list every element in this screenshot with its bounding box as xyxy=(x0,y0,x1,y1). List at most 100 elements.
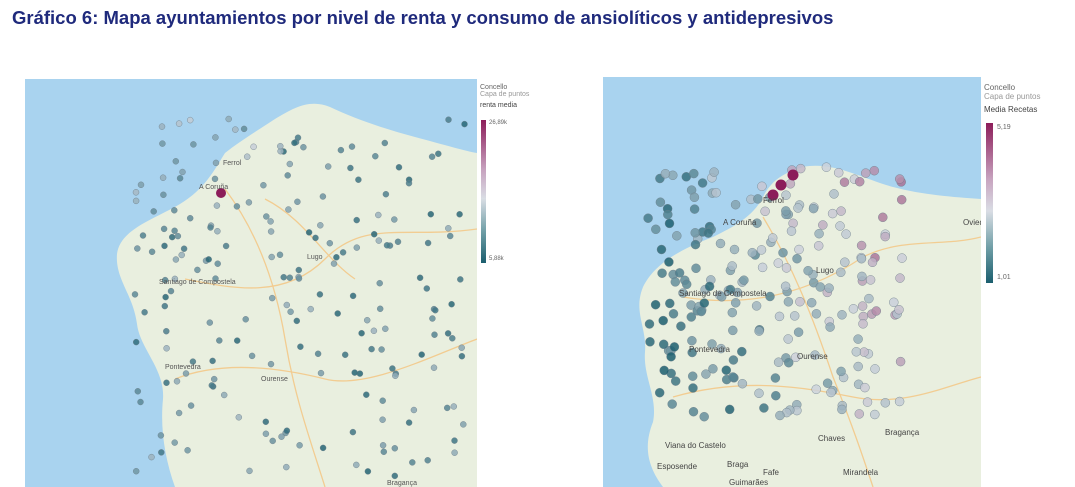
municipality-dot[interactable] xyxy=(159,140,166,147)
municipality-dot[interactable] xyxy=(242,316,249,323)
municipality-dot[interactable] xyxy=(186,214,194,222)
municipality-dot[interactable] xyxy=(171,439,178,446)
municipality-dot[interactable] xyxy=(889,297,899,308)
municipality-dot[interactable] xyxy=(664,218,675,229)
municipality-dot[interactable] xyxy=(171,275,179,283)
municipality-dot[interactable] xyxy=(737,346,747,357)
municipality-dot[interactable] xyxy=(716,343,726,354)
municipality-dot[interactable] xyxy=(451,437,458,444)
municipality-dot[interactable] xyxy=(209,357,216,365)
municipality-dot[interactable] xyxy=(355,176,362,183)
municipality-dot[interactable] xyxy=(286,160,293,168)
municipality-dot[interactable] xyxy=(771,391,781,401)
municipality-dot[interactable] xyxy=(689,192,700,203)
municipality-dot[interactable] xyxy=(293,317,300,325)
municipality-dot[interactable] xyxy=(865,275,876,285)
municipality-dot[interactable] xyxy=(240,125,248,133)
municipality-dot[interactable] xyxy=(339,249,347,256)
municipality-dot[interactable] xyxy=(759,403,769,413)
municipality-dot[interactable] xyxy=(836,366,846,377)
municipality-dot[interactable] xyxy=(382,190,390,198)
municipality-dot[interactable] xyxy=(781,263,792,273)
municipality-dot[interactable] xyxy=(773,258,784,268)
municipality-dot[interactable] xyxy=(285,206,292,213)
municipality-dot[interactable] xyxy=(314,350,322,357)
municipality-dot[interactable] xyxy=(194,266,201,274)
municipality-dot[interactable] xyxy=(379,397,386,404)
municipality-dot[interactable] xyxy=(286,274,293,281)
municipality-dot[interactable] xyxy=(235,414,243,421)
municipality-dot[interactable] xyxy=(773,357,784,367)
municipality-dot[interactable] xyxy=(348,143,356,150)
municipality-dot[interactable] xyxy=(643,213,653,223)
municipality-dot[interactable] xyxy=(688,407,699,417)
municipality-dot[interactable] xyxy=(432,306,439,314)
municipality-dot[interactable] xyxy=(870,364,880,374)
municipality-dot[interactable] xyxy=(163,345,170,352)
municipality-dot[interactable] xyxy=(697,178,708,188)
municipality-dot[interactable] xyxy=(460,421,467,428)
municipality-dot[interactable] xyxy=(430,364,438,371)
municipality-dot[interactable] xyxy=(353,244,360,251)
municipality-dot[interactable] xyxy=(786,226,797,236)
municipality-dot[interactable] xyxy=(696,306,707,317)
municipality-dot[interactable] xyxy=(277,142,284,150)
municipality-dot[interactable] xyxy=(283,463,290,471)
municipality-dot[interactable] xyxy=(405,419,413,426)
municipality-dot[interactable] xyxy=(674,268,685,278)
municipality-dot[interactable] xyxy=(644,319,655,329)
municipality-dot[interactable] xyxy=(711,187,721,198)
municipality-dot[interactable] xyxy=(783,334,793,344)
municipality-dot[interactable] xyxy=(263,213,270,220)
municipality-dot[interactable] xyxy=(356,370,364,377)
municipality-dot[interactable] xyxy=(774,311,785,322)
municipality-dot[interactable] xyxy=(858,319,868,329)
municipality-dot[interactable] xyxy=(186,116,194,124)
municipality-dot[interactable] xyxy=(449,335,456,342)
municipality-dot[interactable] xyxy=(792,253,802,264)
municipality-dot[interactable] xyxy=(811,384,821,394)
municipality-dot[interactable] xyxy=(161,302,169,310)
municipality-dot[interactable] xyxy=(276,251,284,259)
municipality-dot[interactable] xyxy=(416,274,424,282)
municipality-dot[interactable] xyxy=(670,376,681,386)
municipality-dot[interactable] xyxy=(794,244,804,255)
municipality-dot[interactable] xyxy=(687,347,697,358)
municipality-dot[interactable] xyxy=(851,347,862,357)
municipality-dot[interactable] xyxy=(747,247,758,258)
municipality-dot[interactable] xyxy=(334,310,341,317)
municipality-dot[interactable] xyxy=(835,221,845,231)
municipality-dot[interactable] xyxy=(316,291,324,298)
municipality-dot[interactable] xyxy=(267,360,275,368)
municipality-dot[interactable] xyxy=(837,310,847,320)
municipality-dot[interactable] xyxy=(424,457,431,464)
municipality-dot[interactable] xyxy=(424,239,432,247)
income-map[interactable]: A Coruña Santiago de Compostela Ponteved… xyxy=(25,79,477,487)
municipality-dot[interactable] xyxy=(305,229,313,236)
municipality-dot[interactable] xyxy=(175,120,183,127)
municipality-dot[interactable] xyxy=(347,164,354,172)
municipality-dot[interactable] xyxy=(724,404,735,415)
municipality-dot[interactable] xyxy=(729,244,740,255)
municipality-dot[interactable] xyxy=(377,305,384,313)
municipality-dot[interactable] xyxy=(701,369,711,379)
municipality-dot[interactable] xyxy=(378,346,385,353)
municipality-dot[interactable] xyxy=(787,169,799,181)
municipality-dot[interactable] xyxy=(689,168,699,179)
municipality-dot[interactable] xyxy=(216,337,223,344)
municipality-dot[interactable] xyxy=(212,134,219,141)
municipality-dot[interactable] xyxy=(312,234,319,242)
municipality-dot[interactable] xyxy=(458,353,466,360)
municipality-dot[interactable] xyxy=(233,203,241,210)
municipality-dot[interactable] xyxy=(841,229,851,239)
municipality-dot[interactable] xyxy=(721,365,732,375)
municipality-dot[interactable] xyxy=(243,153,251,160)
municipality-dot[interactable] xyxy=(833,167,844,178)
municipality-dot[interactable] xyxy=(160,191,167,199)
municipality-dot[interactable] xyxy=(163,327,170,335)
municipality-dot[interactable] xyxy=(409,459,416,466)
municipality-dot[interactable] xyxy=(789,311,800,321)
municipality-dot[interactable] xyxy=(728,325,738,336)
municipality-dot[interactable] xyxy=(795,296,805,307)
municipality-dot[interactable] xyxy=(213,202,221,209)
